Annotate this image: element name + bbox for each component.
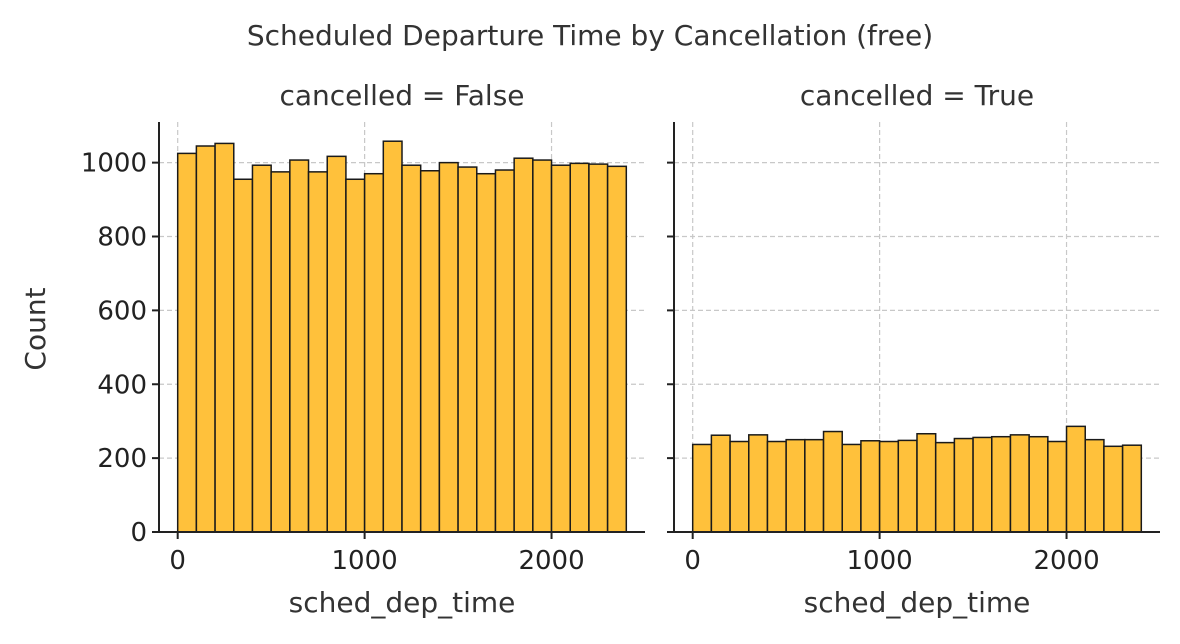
chart-title: Scheduled Departure Time by Cancellation… (247, 19, 933, 52)
bar-true-6 (804, 438, 825, 533)
x-tick-label-true-0: 0 (684, 546, 701, 576)
bar-false-1 (195, 145, 216, 533)
y-tick-label-0: 0 (130, 518, 147, 548)
bar-false-12 (401, 164, 422, 533)
bar-false-10 (363, 172, 385, 533)
bar-true-14 (953, 437, 974, 533)
bar-false-2 (214, 142, 235, 533)
bar-false-9 (345, 178, 366, 533)
bar-false-20 (550, 164, 571, 533)
panel-cancelled-true: 0 1000 2000 (667, 122, 1160, 576)
bar-false-23 (606, 165, 628, 533)
bar-false-19 (532, 159, 553, 533)
y-tick-label-1000: 1000 (81, 149, 147, 179)
bar-true-23 (1121, 444, 1143, 533)
y-tick-label-200: 200 (97, 444, 147, 474)
bar-true-13 (934, 441, 956, 533)
bar-false-17 (494, 169, 515, 533)
bar-false-15 (457, 166, 478, 533)
bar-false-4 (251, 164, 272, 533)
bar-false-7 (307, 171, 328, 533)
bar-false-6 (289, 159, 310, 533)
x-axis-title-true: sched_dep_time (804, 586, 1031, 619)
bar-true-21 (1084, 438, 1105, 533)
bar-true-9 (860, 440, 881, 533)
bar-false-13 (419, 170, 441, 533)
y-axis-title: Count (19, 287, 52, 370)
bar-true-2 (729, 440, 750, 533)
bar-true-16 (991, 435, 1012, 533)
bar-true-10 (878, 440, 900, 533)
y-tick-label-600: 600 (97, 296, 147, 326)
bar-true-8 (841, 443, 862, 533)
x-tick-label-true-1000: 1000 (847, 546, 913, 576)
x-tick-label-true-2000: 2000 (1033, 546, 1099, 576)
bar-true-5 (785, 438, 806, 533)
x-tick-label-false-2000: 2000 (518, 546, 584, 576)
bar-false-22 (588, 163, 609, 533)
bar-true-17 (1009, 434, 1030, 533)
bar-true-20 (1065, 425, 1086, 533)
bar-false-11 (382, 140, 403, 533)
bar-true-11 (897, 439, 918, 533)
bar-false-21 (569, 162, 590, 533)
panel-cancelled-false: 0 200 400 600 800 1000 0 1000 2000 (81, 122, 645, 576)
bar-true-15 (972, 436, 993, 533)
x-tick-label-false-1000: 1000 (332, 546, 398, 576)
x-axis-title-false: sched_dep_time (289, 586, 516, 619)
bar-false-3 (233, 178, 254, 533)
panel-title-false: cancelled = False (279, 79, 524, 112)
bar-false-0 (176, 152, 198, 533)
bar-true-12 (916, 432, 937, 533)
y-tick-label-400: 400 (97, 370, 147, 400)
bar-false-18 (513, 157, 534, 533)
bar-true-7 (822, 430, 843, 533)
x-tick-label-false-0: 0 (169, 546, 186, 576)
bar-false-14 (438, 161, 459, 533)
bar-false-5 (270, 171, 291, 533)
bar-true-4 (766, 440, 787, 533)
bar-true-1 (710, 434, 731, 533)
bar-true-22 (1103, 445, 1124, 533)
bar-true-0 (691, 443, 713, 533)
bar-false-8 (326, 155, 347, 533)
bar-true-18 (1028, 435, 1049, 533)
y-tick-label-800: 800 (97, 223, 147, 253)
panel-title-true: cancelled = True (800, 79, 1034, 112)
bar-false-16 (476, 172, 497, 533)
bar-true-3 (748, 434, 769, 533)
bar-true-19 (1047, 440, 1068, 533)
